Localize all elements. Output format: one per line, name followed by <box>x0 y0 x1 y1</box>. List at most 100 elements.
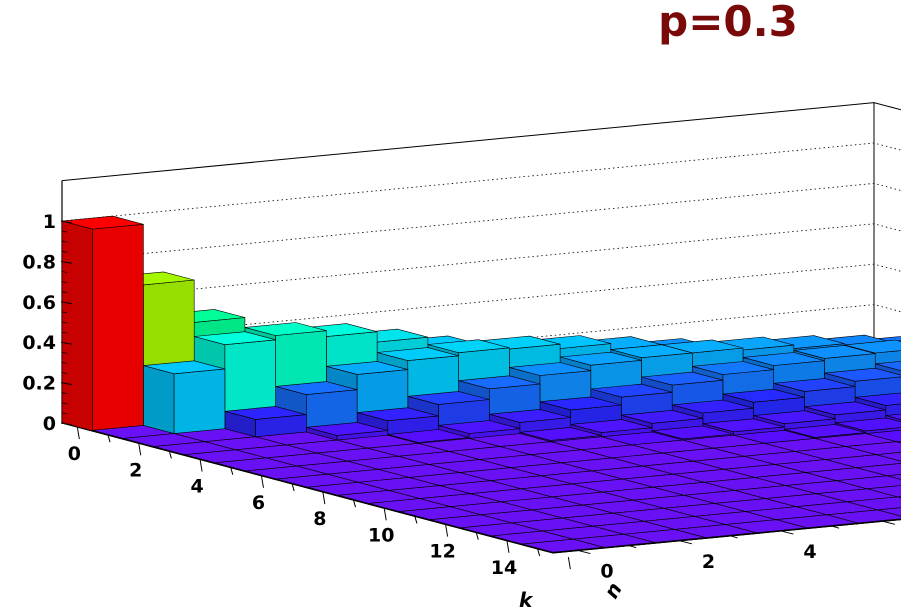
k-minor-tick <box>291 483 295 492</box>
z-minor-tick <box>61 321 68 324</box>
n-major-tick <box>578 550 591 555</box>
bar-front-face <box>143 365 175 435</box>
k-minor-tick <box>414 516 418 524</box>
k-major-tick <box>567 556 571 570</box>
bar-top-face <box>652 425 734 440</box>
bar-k1-n1 <box>143 360 226 435</box>
floor-front-right-edge <box>552 519 901 554</box>
k-tick-label-5: 10 <box>368 524 394 546</box>
k-major-tick <box>322 491 326 505</box>
chart-title: p=0.3 <box>658 0 798 46</box>
bar-top-face <box>387 429 470 443</box>
k-minor-tick <box>537 548 541 557</box>
z-tick-label-5: 1 <box>43 211 56 233</box>
bar-top-face <box>244 322 327 336</box>
k-tick-label-7: 14 <box>491 557 517 579</box>
bar-top-face <box>722 388 805 403</box>
k-major-tick <box>445 524 449 537</box>
z-minor-tick <box>61 402 68 405</box>
bar-top-face <box>407 391 490 405</box>
bar-k3-n3 <box>305 422 389 442</box>
bar-top-face <box>692 361 774 375</box>
bar-top-face <box>885 413 901 420</box>
z-minor-tick <box>61 271 68 273</box>
k-minor-tick <box>230 467 234 475</box>
z-minor-tick <box>61 412 68 415</box>
bar-top-face <box>855 392 901 406</box>
z-major-tick-2 <box>60 341 73 345</box>
k-major-tick <box>506 540 510 553</box>
z-minor-tick <box>61 281 68 283</box>
bar-top-face <box>509 362 591 376</box>
k-minor-tick <box>475 532 479 540</box>
bar-top-face <box>143 360 225 375</box>
bar-top-face <box>438 420 520 434</box>
z-major-tick-1 <box>60 382 73 386</box>
bar-top-face <box>641 371 723 386</box>
n-major-tick <box>781 530 794 535</box>
z-tick-label-3: 0.6 <box>22 292 56 314</box>
z-major-tick-4 <box>60 260 73 264</box>
bar-top-face <box>357 407 439 422</box>
bar-top-face <box>793 345 876 359</box>
z-major-tick-0 <box>60 422 73 426</box>
grid-line-3 <box>61 223 901 303</box>
bar-top-face <box>306 422 388 436</box>
z-minor-tick <box>61 331 68 334</box>
n-minor-tick <box>831 525 840 529</box>
z-minor-tick <box>61 230 68 233</box>
z-minor-tick <box>61 351 68 354</box>
bar-top-face <box>489 409 571 423</box>
z-minor-tick <box>61 250 68 253</box>
bar-top-face <box>804 401 886 416</box>
k-tick-label-2: 4 <box>190 476 203 498</box>
bar-top-face <box>773 378 856 392</box>
bar-top-face <box>522 538 604 553</box>
k-tick-label-4: 8 <box>313 508 326 530</box>
k-major-tick <box>383 508 387 521</box>
z-tick-label-0: 0 <box>43 413 56 435</box>
chart-ticks: 00.20.40.60.810246810121402468101214 <box>22 211 895 583</box>
bar-top-face <box>753 410 836 425</box>
bar-top-face <box>427 339 510 354</box>
z-tick-label-1: 0.2 <box>22 373 56 395</box>
bar-top-face <box>886 474 901 480</box>
k-major-tick <box>138 443 142 456</box>
z-tick-label-2: 0.4 <box>22 332 56 354</box>
bar-top-face <box>275 381 358 395</box>
bar-top-face <box>519 427 602 441</box>
floor-front-left-edge <box>61 422 554 554</box>
bar-top-face <box>224 406 307 420</box>
k-tick-label-6: 12 <box>429 541 455 563</box>
bar-top-face <box>194 331 276 346</box>
grid-line-2 <box>61 263 901 343</box>
n-tick-label-1: 2 <box>702 551 715 573</box>
chart-bars <box>61 215 901 554</box>
x-axis-title: k <box>519 588 534 612</box>
z-minor-tick <box>61 372 68 374</box>
n-tick-label-0: 0 <box>600 561 613 583</box>
n-minor-tick <box>628 545 637 549</box>
k-minor-tick <box>353 500 357 508</box>
k-minor-tick <box>107 435 111 443</box>
grid-line-4 <box>61 182 901 262</box>
z-major-tick-3 <box>60 301 73 305</box>
z-minor-tick <box>61 392 68 395</box>
z-minor-tick <box>61 240 68 243</box>
bar-top-face <box>672 399 754 414</box>
bar-top-face <box>702 418 785 433</box>
bar-side-face <box>173 368 226 435</box>
top-back-edge <box>61 102 901 182</box>
bar-top-face <box>326 361 408 375</box>
z-tick-label-4: 0.8 <box>22 251 56 273</box>
n-minor-tick <box>730 535 738 539</box>
bar-top-face <box>621 409 703 424</box>
bar-top-face <box>742 352 825 366</box>
bar-top-face <box>875 361 901 372</box>
bar-top-face <box>560 351 642 366</box>
bar-top-face <box>824 367 901 382</box>
bar-side-face <box>92 223 144 432</box>
chart-frame-front <box>61 422 901 554</box>
k-major-tick <box>76 426 80 440</box>
